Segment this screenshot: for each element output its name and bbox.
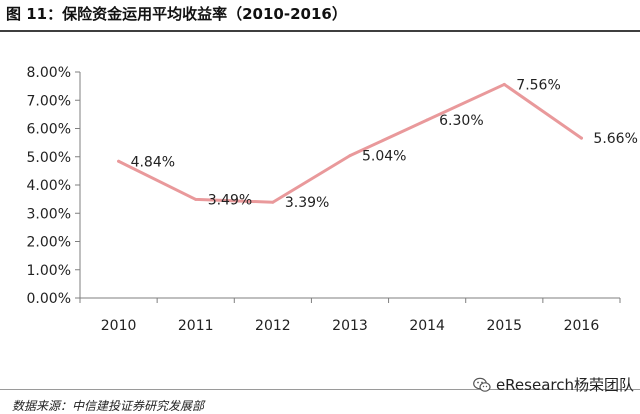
source-note: 数据来源：中信建投证券研究发展部	[12, 399, 205, 413]
x-tick-label: 2015	[486, 318, 522, 334]
data-label: 3.39%	[285, 195, 329, 211]
line-chart: 0.00% 1.00% 2.00% 3.00% 4.00% 5.00% 6.00% 7.00%…	[27, 65, 638, 334]
y-tick-label: 1.00%	[27, 263, 71, 279]
footer-divider	[0, 389, 640, 390]
x-tick-label: 2012	[255, 318, 291, 334]
y-tick-label: 5.00%	[27, 150, 71, 166]
data-label: 7.56%	[516, 77, 560, 93]
data-point	[425, 118, 429, 122]
data-label: 6.30%	[439, 113, 483, 129]
data-point	[117, 159, 121, 163]
y-tick-label: 4.00%	[27, 178, 71, 194]
wechat-icon	[473, 377, 491, 392]
y-tick-label: 6.00%	[27, 122, 71, 138]
y-tick-label: 7.00%	[27, 93, 71, 109]
data-point	[271, 200, 275, 204]
watermark: eResearch杨荣团队	[473, 374, 634, 395]
x-tick-label: 2011	[178, 318, 214, 334]
data-point	[502, 82, 506, 86]
data-label: 4.84%	[131, 154, 175, 170]
y-tick-label: 0.00%	[27, 291, 71, 307]
series-line	[117, 82, 583, 204]
data-point	[348, 154, 352, 158]
y-tick-label: 2.00%	[27, 235, 71, 251]
data-label: 5.04%	[362, 149, 406, 165]
data-label: 3.49%	[208, 192, 252, 208]
x-tick-label: 2013	[332, 318, 368, 334]
x-tick-label: 2010	[101, 318, 137, 334]
y-tick-label: 8.00%	[27, 65, 71, 81]
x-tick-label: 2014	[409, 318, 445, 334]
y-tick-label: 3.00%	[27, 206, 71, 222]
data-label: 5.66%	[593, 131, 637, 147]
title-divider	[0, 30, 640, 32]
watermark-text: eResearch杨荣团队	[495, 376, 634, 394]
x-tick-label: 2016	[564, 318, 600, 334]
data-point	[194, 197, 198, 201]
chart-title: 图 11：保险资金运用平均收益率（2010-2016）	[6, 5, 347, 23]
data-point	[579, 136, 583, 140]
